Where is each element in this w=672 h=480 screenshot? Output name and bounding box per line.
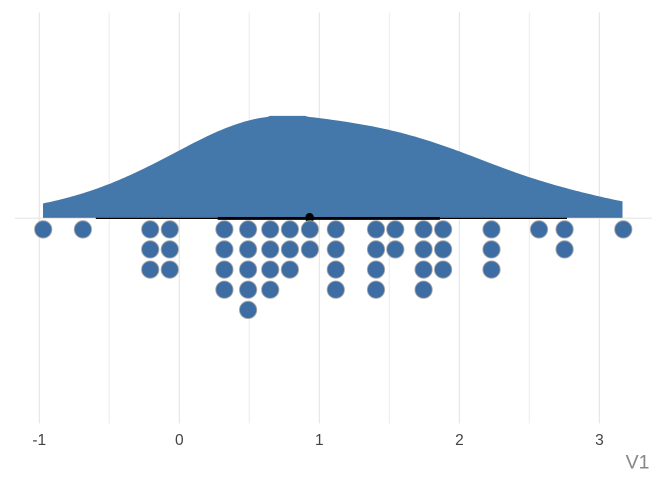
svg-text:3: 3 — [595, 432, 604, 449]
svg-text:2: 2 — [455, 432, 464, 449]
svg-text:V1: V1 — [626, 452, 650, 474]
svg-text:0: 0 — [175, 432, 184, 449]
svg-text:-1: -1 — [32, 432, 46, 449]
svg-text:1: 1 — [315, 432, 324, 449]
